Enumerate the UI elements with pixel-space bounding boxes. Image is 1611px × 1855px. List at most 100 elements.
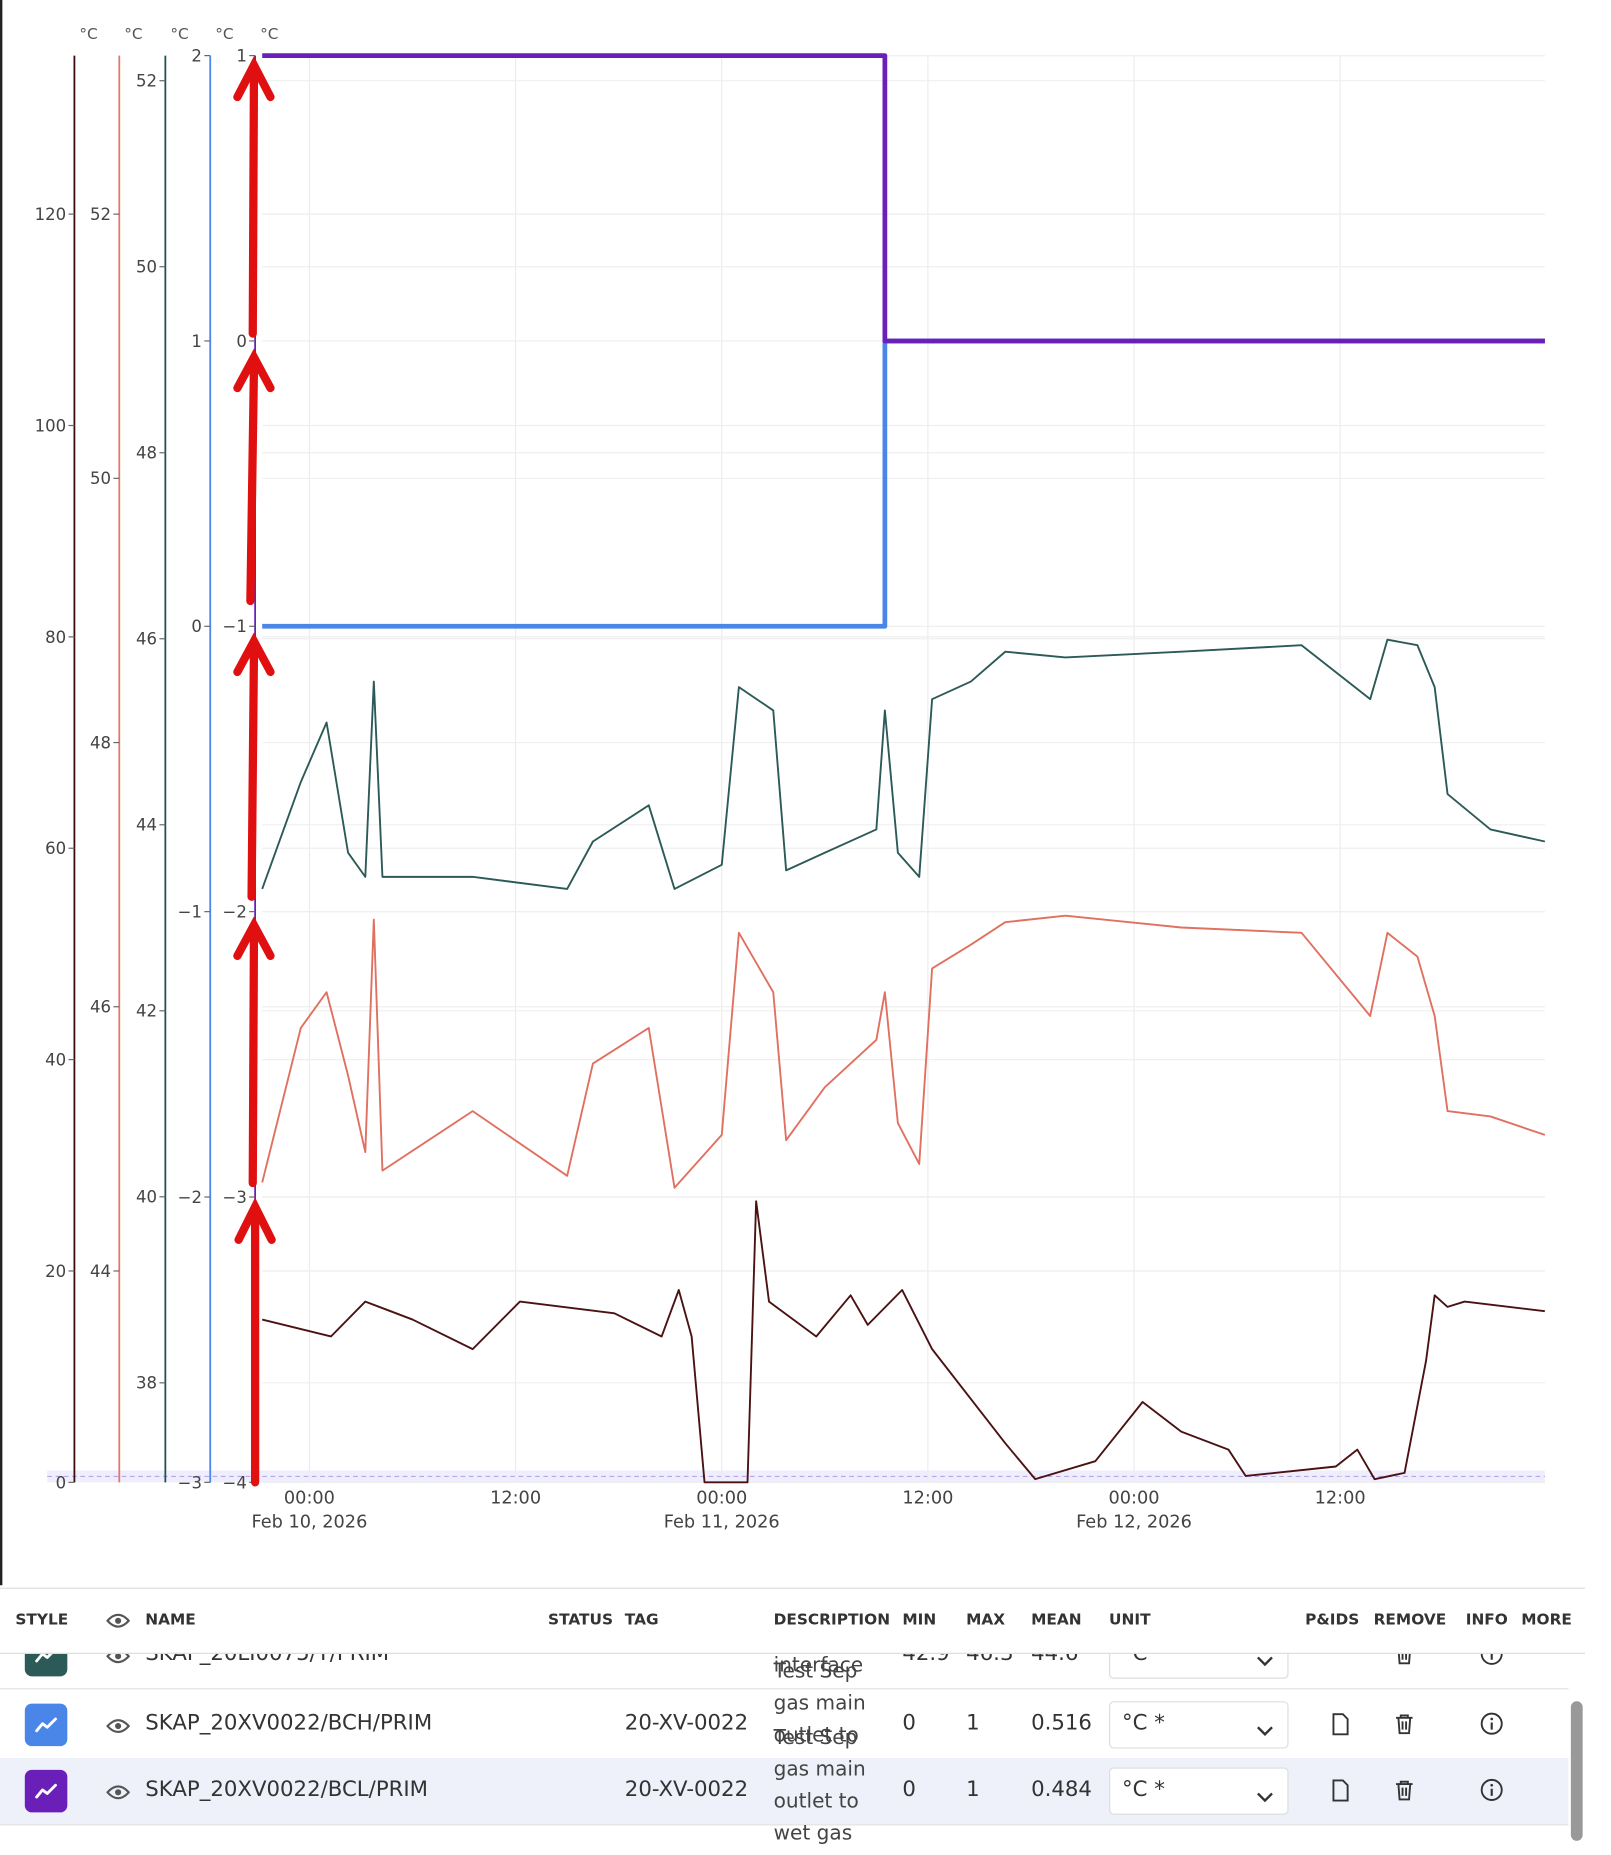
y-tick-label: −1 bbox=[178, 903, 202, 922]
x-tick-label: 00:00 bbox=[284, 1489, 335, 1509]
plot bbox=[261, 53, 1546, 1484]
table-row: SKAP_20XV0022/BCL/PRIM 20-XV-0022 Test Sep… bbox=[0, 1726, 1569, 1855]
series-name: SKAP_20XV0022/BCL/PRIM bbox=[145, 1776, 429, 1802]
column-header: UNIT bbox=[1109, 1611, 1151, 1630]
column-header: NAME bbox=[145, 1611, 196, 1630]
y-tick-label: −1 bbox=[222, 617, 246, 636]
column-header: STATUS bbox=[548, 1611, 614, 1630]
y-tick-label: 0 bbox=[191, 617, 202, 636]
column-header: TAG bbox=[624, 1611, 659, 1630]
x-tick-label: 12:00 bbox=[490, 1489, 541, 1509]
y-tick-label: −2 bbox=[222, 903, 246, 922]
style-swatch[interactable] bbox=[24, 1769, 68, 1813]
remove-button[interactable] bbox=[1395, 1779, 1414, 1805]
x-tick-date: Feb 11, 2026 bbox=[664, 1512, 780, 1532]
x-tick-label: 12:00 bbox=[902, 1489, 953, 1509]
y-tick-label: 50 bbox=[90, 469, 111, 488]
column-header: MIN bbox=[902, 1611, 937, 1630]
y-tick-label: 46 bbox=[90, 998, 111, 1017]
y-axis-unit: °C bbox=[215, 25, 233, 43]
column-header: REMOVE bbox=[1373, 1611, 1447, 1630]
series-line bbox=[261, 914, 1546, 1189]
y-tick-label: 1 bbox=[236, 47, 247, 66]
y-tick-label: −3 bbox=[178, 1473, 202, 1492]
x-tick-label: 00:00 bbox=[1108, 1489, 1159, 1509]
series-line bbox=[262, 53, 1545, 344]
series-table: STYLE NAME STATUS TAG DESCRIPTION MIN MAX MEAN U… bbox=[0, 1587, 1586, 1855]
column-header: P&IDS bbox=[1305, 1611, 1360, 1630]
column-header: MEAN bbox=[1031, 1611, 1082, 1630]
y-tick-label: −4 bbox=[222, 1473, 246, 1492]
unit-select[interactable]: °C * bbox=[1109, 1767, 1289, 1815]
y-tick-label: 20 bbox=[45, 1262, 66, 1281]
y-tick-label: 46 bbox=[136, 630, 157, 649]
unit-chevron bbox=[1257, 1719, 1274, 1741]
series-min: 0 bbox=[902, 1776, 916, 1802]
x-tick-label: 12:00 bbox=[1315, 1489, 1366, 1509]
x-tick-date: Feb 12, 2026 bbox=[1076, 1512, 1192, 1532]
series-tag: 20-XV-0022 bbox=[624, 1710, 749, 1736]
pid-button[interactable] bbox=[1331, 1779, 1350, 1806]
y-tick-label: 52 bbox=[136, 72, 157, 91]
y-tick-label: 44 bbox=[136, 816, 157, 835]
y-tick-label: 120 bbox=[35, 205, 67, 224]
series-max: 1 bbox=[966, 1710, 980, 1736]
y-axis-unit: °C bbox=[124, 25, 142, 43]
unit-chevron bbox=[1257, 1785, 1274, 1807]
scrollbar[interactable] bbox=[1570, 1701, 1583, 1841]
visibility-header-icon bbox=[106, 1612, 131, 1633]
pid-button[interactable] bbox=[1331, 1713, 1350, 1740]
y-axis-unit: °C bbox=[260, 25, 278, 43]
y-tick-label: 48 bbox=[90, 733, 111, 752]
y-tick-label: 48 bbox=[136, 444, 157, 463]
style-swatch[interactable] bbox=[24, 1703, 68, 1747]
series-min: 0 bbox=[902, 1710, 916, 1736]
y-tick-label: 2 bbox=[191, 47, 202, 66]
column-header: MAX bbox=[966, 1611, 1006, 1630]
y-tick-label: 40 bbox=[45, 1051, 66, 1070]
y-tick-label: 80 bbox=[45, 628, 66, 647]
series-description: Test Sep gas main outlet to wet gas cool… bbox=[773, 1726, 866, 1855]
y-tick-label: 1 bbox=[191, 332, 202, 351]
unit-value: °C * bbox=[1122, 1710, 1165, 1736]
info-button[interactable] bbox=[1480, 1712, 1504, 1740]
x-tick-label: 00:00 bbox=[696, 1489, 747, 1509]
series-max: 1 bbox=[966, 1776, 980, 1802]
y-tick-label: 40 bbox=[136, 1188, 157, 1207]
y-tick-label: −2 bbox=[178, 1188, 202, 1207]
column-header: INFO bbox=[1465, 1611, 1508, 1630]
y-tick-label: 60 bbox=[45, 839, 66, 858]
unit-chevron bbox=[1257, 1649, 1274, 1671]
x-tick-date: Feb 10, 2026 bbox=[252, 1512, 368, 1532]
y-tick-label: −3 bbox=[222, 1188, 246, 1207]
unit-select[interactable]: °C * bbox=[1109, 1701, 1289, 1749]
series-line bbox=[261, 1200, 1545, 1484]
column-header: STYLE bbox=[15, 1611, 69, 1630]
chart: 00:00 Feb 10, 2026 12:00 00:00 Feb 11, 2026 1… bbox=[35, 25, 1546, 1532]
column-header: MORE bbox=[1521, 1611, 1572, 1630]
y-axis-unit: °C bbox=[170, 25, 188, 43]
y-tick-label: 100 bbox=[35, 416, 67, 435]
visibility-toggle[interactable] bbox=[106, 1717, 131, 1739]
axes: 00:00 Feb 10, 2026 12:00 00:00 Feb 11, 2026 1… bbox=[35, 25, 1366, 1532]
y-tick-label: 52 bbox=[90, 205, 111, 224]
series-line bbox=[262, 338, 1545, 629]
unit-value: °C * bbox=[1122, 1776, 1165, 1802]
series-mean: 0.516 bbox=[1031, 1710, 1092, 1736]
y-axis-unit: °C bbox=[79, 25, 97, 43]
visibility-toggle[interactable] bbox=[106, 1783, 131, 1805]
annotation-arrows bbox=[233, 56, 276, 1487]
y-tick-label: 38 bbox=[136, 1374, 157, 1393]
remove-button[interactable] bbox=[1395, 1713, 1414, 1739]
column-header: DESCRIPTION bbox=[773, 1611, 891, 1630]
y-tick-label: 50 bbox=[136, 258, 157, 277]
left-border bbox=[0, 0, 3, 1586]
series-name: SKAP_20XV0022/BCH/PRIM bbox=[145, 1710, 433, 1736]
y-tick-label: 0 bbox=[236, 332, 247, 351]
y-tick-label: 42 bbox=[136, 1002, 157, 1021]
series-tag: 20-XV-0022 bbox=[624, 1776, 749, 1802]
series-mean: 0.484 bbox=[1031, 1776, 1092, 1802]
table-header: STYLE NAME STATUS TAG DESCRIPTION MIN MAX MEAN U… bbox=[0, 1588, 1586, 1654]
info-button[interactable] bbox=[1480, 1778, 1504, 1806]
